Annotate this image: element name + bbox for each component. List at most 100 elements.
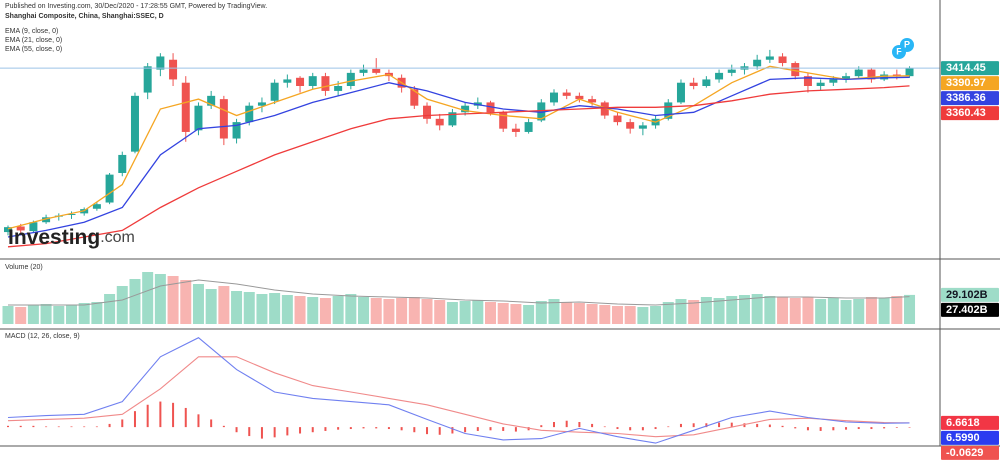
volume-bar (91, 302, 103, 324)
volume-bar (904, 294, 916, 324)
volume-bar (485, 302, 497, 324)
volume-bar (142, 272, 154, 324)
volume-bar (205, 289, 217, 324)
macd-histogram-bar (679, 423, 682, 428)
macd-histogram-bar (603, 426, 606, 428)
candle-body (105, 174, 114, 203)
macd-histogram-bar (172, 402, 175, 428)
candle-body (207, 95, 216, 106)
candle-body (867, 69, 876, 80)
candle-body (511, 128, 520, 132)
macd-histogram-bar (654, 427, 657, 430)
volume-bar (294, 296, 306, 324)
macd-histogram-bar (159, 401, 162, 428)
value-badge (941, 106, 999, 121)
candle-body (791, 63, 800, 77)
candle-body (42, 217, 51, 223)
macd-histogram-bar (908, 427, 911, 428)
volume-bar (319, 298, 331, 324)
candle-body (829, 79, 838, 83)
macd-histogram-bar (667, 426, 670, 428)
macd-histogram-bar (514, 427, 517, 432)
candle-body (448, 112, 457, 126)
candle-body (753, 59, 762, 67)
value-badge-label: 27.402B (946, 304, 988, 316)
macd-histogram-bar (883, 427, 886, 429)
candle-body (435, 118, 444, 126)
macd-histogram-bar (426, 427, 429, 435)
ema-line (7, 65, 910, 230)
macd-histogram-bar (781, 425, 784, 428)
volume-bar (599, 305, 611, 324)
legend-entry: EMA (9, close, 0) (5, 28, 58, 35)
macd-histogram-bar (375, 427, 378, 429)
volume-bar (891, 296, 903, 324)
value-badge (941, 287, 999, 302)
candle-body (156, 56, 165, 70)
candle-body (270, 82, 279, 101)
volume-bar (180, 280, 192, 324)
macd-histogram-bar (324, 427, 327, 431)
macd-histogram-bar (146, 404, 149, 428)
value-badge (941, 445, 999, 460)
ema-line (7, 85, 910, 248)
candle-body (689, 82, 698, 86)
volume-bar (827, 298, 839, 324)
candle-body (715, 72, 724, 80)
macd-histogram-bar (32, 425, 35, 428)
macd-histogram-bar (273, 427, 276, 438)
volume-bar (700, 297, 712, 324)
source: Published on Investing.com, 30/Dec/2020 … (5, 3, 267, 10)
value-badge-label: 3386.36 (946, 92, 986, 104)
volume-bar (738, 295, 750, 324)
volume-bar (116, 286, 128, 324)
macd-histogram-bar (349, 427, 352, 430)
candle-body (334, 86, 343, 91)
candle-body (842, 76, 851, 80)
value-badge (941, 430, 999, 445)
candle-body (181, 82, 190, 132)
volume-bar (15, 307, 27, 324)
macd-histogram-bar (413, 427, 416, 433)
macd-histogram-bar (95, 426, 98, 428)
volume-bar (421, 299, 433, 324)
candle-body (613, 115, 622, 123)
volume-bar (751, 294, 763, 324)
volume-bar (27, 305, 39, 324)
value-badge-label: 6.5990 (946, 432, 980, 444)
volume-bar (573, 303, 585, 324)
volume-title: Volume (20) (5, 264, 43, 271)
volume-bar (370, 298, 382, 324)
candle-body (67, 214, 76, 216)
candle-body (3, 227, 12, 233)
macd-histogram-bar (210, 419, 213, 428)
candle-body (727, 69, 736, 73)
value-badge (941, 76, 999, 91)
macd-histogram-bar (565, 420, 568, 428)
candle-body (29, 222, 38, 232)
volume-bar (611, 306, 623, 324)
candle-body (423, 105, 432, 119)
volume-bar (65, 305, 77, 324)
candle-body (626, 122, 635, 129)
value-badge-label: 3390.97 (946, 77, 986, 89)
macd-title: MACD (12, 26, close, 9) (5, 333, 80, 340)
event-marker[interactable] (900, 38, 914, 52)
candle-body (803, 76, 812, 86)
macd-histogram-bar (578, 422, 581, 428)
macd-histogram-bar (806, 427, 809, 431)
candle-body (410, 89, 419, 106)
candle-body (880, 74, 889, 80)
candle-body (524, 122, 533, 132)
volume-bar (281, 295, 293, 324)
volume-bar (243, 292, 255, 324)
volume-bar (688, 300, 700, 324)
ema-line (7, 76, 910, 238)
legend-entry: EMA (55, close, 0) (5, 46, 62, 53)
watermark-main: Investing (8, 226, 100, 249)
legend-entry: EMA (21, close, 0) (5, 37, 62, 44)
candle-body (283, 79, 292, 83)
event-label: P (904, 39, 910, 49)
macd-histogram-bar (337, 427, 340, 430)
macd-histogram-bar (184, 407, 187, 428)
